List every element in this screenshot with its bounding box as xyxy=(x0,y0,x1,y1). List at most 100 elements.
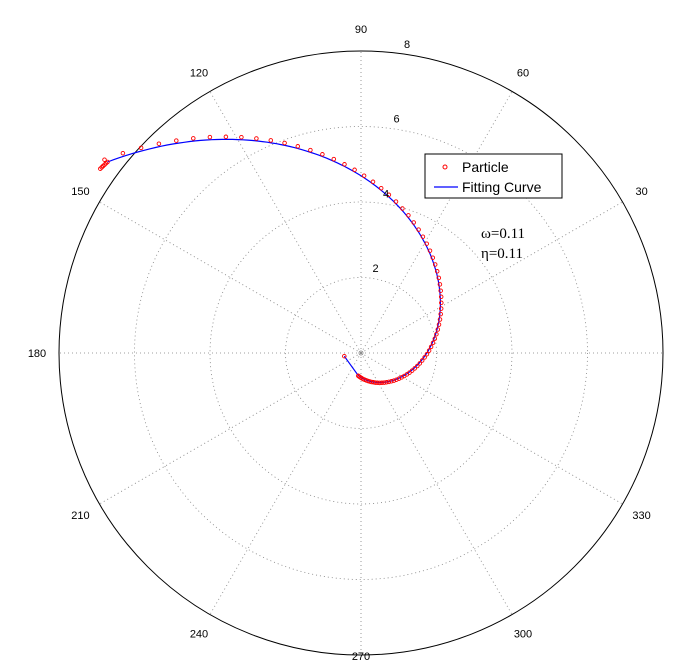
grid-circle-4 xyxy=(209,201,513,505)
spoke-60 xyxy=(360,91,513,354)
particle-point xyxy=(428,344,434,350)
particle-point xyxy=(361,173,367,178)
angle-label-90: 90 xyxy=(355,24,367,36)
particle-point xyxy=(409,368,415,373)
radial-label-2: 2 xyxy=(372,263,378,275)
particle-point xyxy=(379,380,385,386)
particle-point xyxy=(378,185,384,191)
particle-point xyxy=(377,380,382,386)
angle-tick-labels: 30 60 90 120 150 180 210 240 270 300 330 xyxy=(28,24,651,663)
legend: Particle Fitting Curve xyxy=(424,153,563,199)
particle-point xyxy=(381,380,387,385)
series-particle xyxy=(98,134,444,386)
particle-point xyxy=(424,241,429,246)
particle-point xyxy=(156,141,162,146)
particle-point xyxy=(417,361,423,366)
radial-label-4: 4 xyxy=(383,189,389,201)
particle-point xyxy=(426,348,432,353)
particle-point xyxy=(438,288,443,293)
angle-label-330: 330 xyxy=(632,510,650,522)
particle-point xyxy=(419,358,425,363)
particle-point xyxy=(420,234,426,239)
particle-point xyxy=(439,300,444,306)
origin-marker xyxy=(358,350,364,356)
particle-point xyxy=(342,353,347,359)
angle-label-240: 240 xyxy=(190,629,208,641)
particle-point xyxy=(422,355,427,360)
spoke-210 xyxy=(99,352,362,505)
particle-point xyxy=(207,134,213,140)
radial-tick-labels: 2 4 6 8 xyxy=(372,39,410,275)
outer-boundary-circle xyxy=(58,50,664,656)
particle-point xyxy=(438,294,444,300)
particle-point xyxy=(438,311,443,317)
series-fitting-curve xyxy=(107,138,441,384)
particle-point xyxy=(191,136,196,141)
particle-point xyxy=(393,199,399,204)
particle-point xyxy=(239,134,244,140)
radial-label-6: 6 xyxy=(393,114,399,126)
particle-point xyxy=(254,136,259,141)
particle-point xyxy=(406,213,411,218)
radial-label-8: 8 xyxy=(404,39,410,51)
particle-point xyxy=(295,144,301,149)
particle-point xyxy=(174,138,179,143)
particle-point xyxy=(120,150,126,156)
particle-point xyxy=(412,366,417,371)
particle-point xyxy=(400,206,405,211)
grid-circle-6 xyxy=(134,126,588,580)
angle-label-60: 60 xyxy=(517,67,529,79)
legend-box xyxy=(424,153,563,199)
particle-point xyxy=(352,167,357,173)
particle-point xyxy=(223,134,229,140)
annotation-eta: η=0.11 xyxy=(481,246,523,262)
particle-point xyxy=(373,380,378,385)
particle-point xyxy=(430,340,436,346)
angle-label-150: 150 xyxy=(71,186,89,198)
particle-point xyxy=(308,147,313,153)
legend-particle-label: Particle xyxy=(462,159,509,175)
angle-label-30: 30 xyxy=(635,186,647,198)
particle-point xyxy=(384,380,389,385)
particle-point xyxy=(320,152,325,157)
angle-label-300: 300 xyxy=(514,629,532,641)
particle-point xyxy=(435,327,441,332)
particle-point xyxy=(98,166,103,171)
particle-point xyxy=(434,331,439,337)
particle-point xyxy=(386,379,392,385)
particle-point xyxy=(436,322,442,327)
particle-point xyxy=(411,220,416,225)
particle-point xyxy=(342,162,347,167)
particle-point xyxy=(268,138,274,143)
fitting-curve-line xyxy=(107,138,441,384)
particle-point xyxy=(331,156,337,162)
angle-label-210: 210 xyxy=(71,510,89,522)
angle-label-120: 120 xyxy=(190,67,208,79)
particle-point xyxy=(427,248,433,253)
particle-point xyxy=(375,380,380,386)
particle-point xyxy=(394,377,399,382)
particle-point xyxy=(391,378,397,383)
particle-point xyxy=(371,380,376,385)
annotation-omega: ω=0.11 xyxy=(481,226,525,242)
particle-point xyxy=(370,179,376,185)
particle-point xyxy=(436,275,442,281)
particle-point xyxy=(424,351,430,357)
particle-point xyxy=(430,255,436,260)
particle-point xyxy=(102,157,107,162)
angle-label-180: 180 xyxy=(28,348,46,360)
grid-circle-2 xyxy=(285,277,437,429)
legend-fitting-curve-label: Fitting Curve xyxy=(462,179,542,195)
particle-point xyxy=(389,379,394,384)
particle-point xyxy=(437,317,443,322)
legend-particle-marker xyxy=(442,164,448,170)
particle-point xyxy=(434,269,440,274)
particle-point xyxy=(138,145,144,151)
particle-point xyxy=(415,363,420,369)
angle-label-270: 270 xyxy=(352,651,370,663)
particle-point xyxy=(432,262,438,267)
particle-point xyxy=(386,192,392,198)
particle-point xyxy=(438,306,444,311)
polar-grid xyxy=(58,50,664,656)
